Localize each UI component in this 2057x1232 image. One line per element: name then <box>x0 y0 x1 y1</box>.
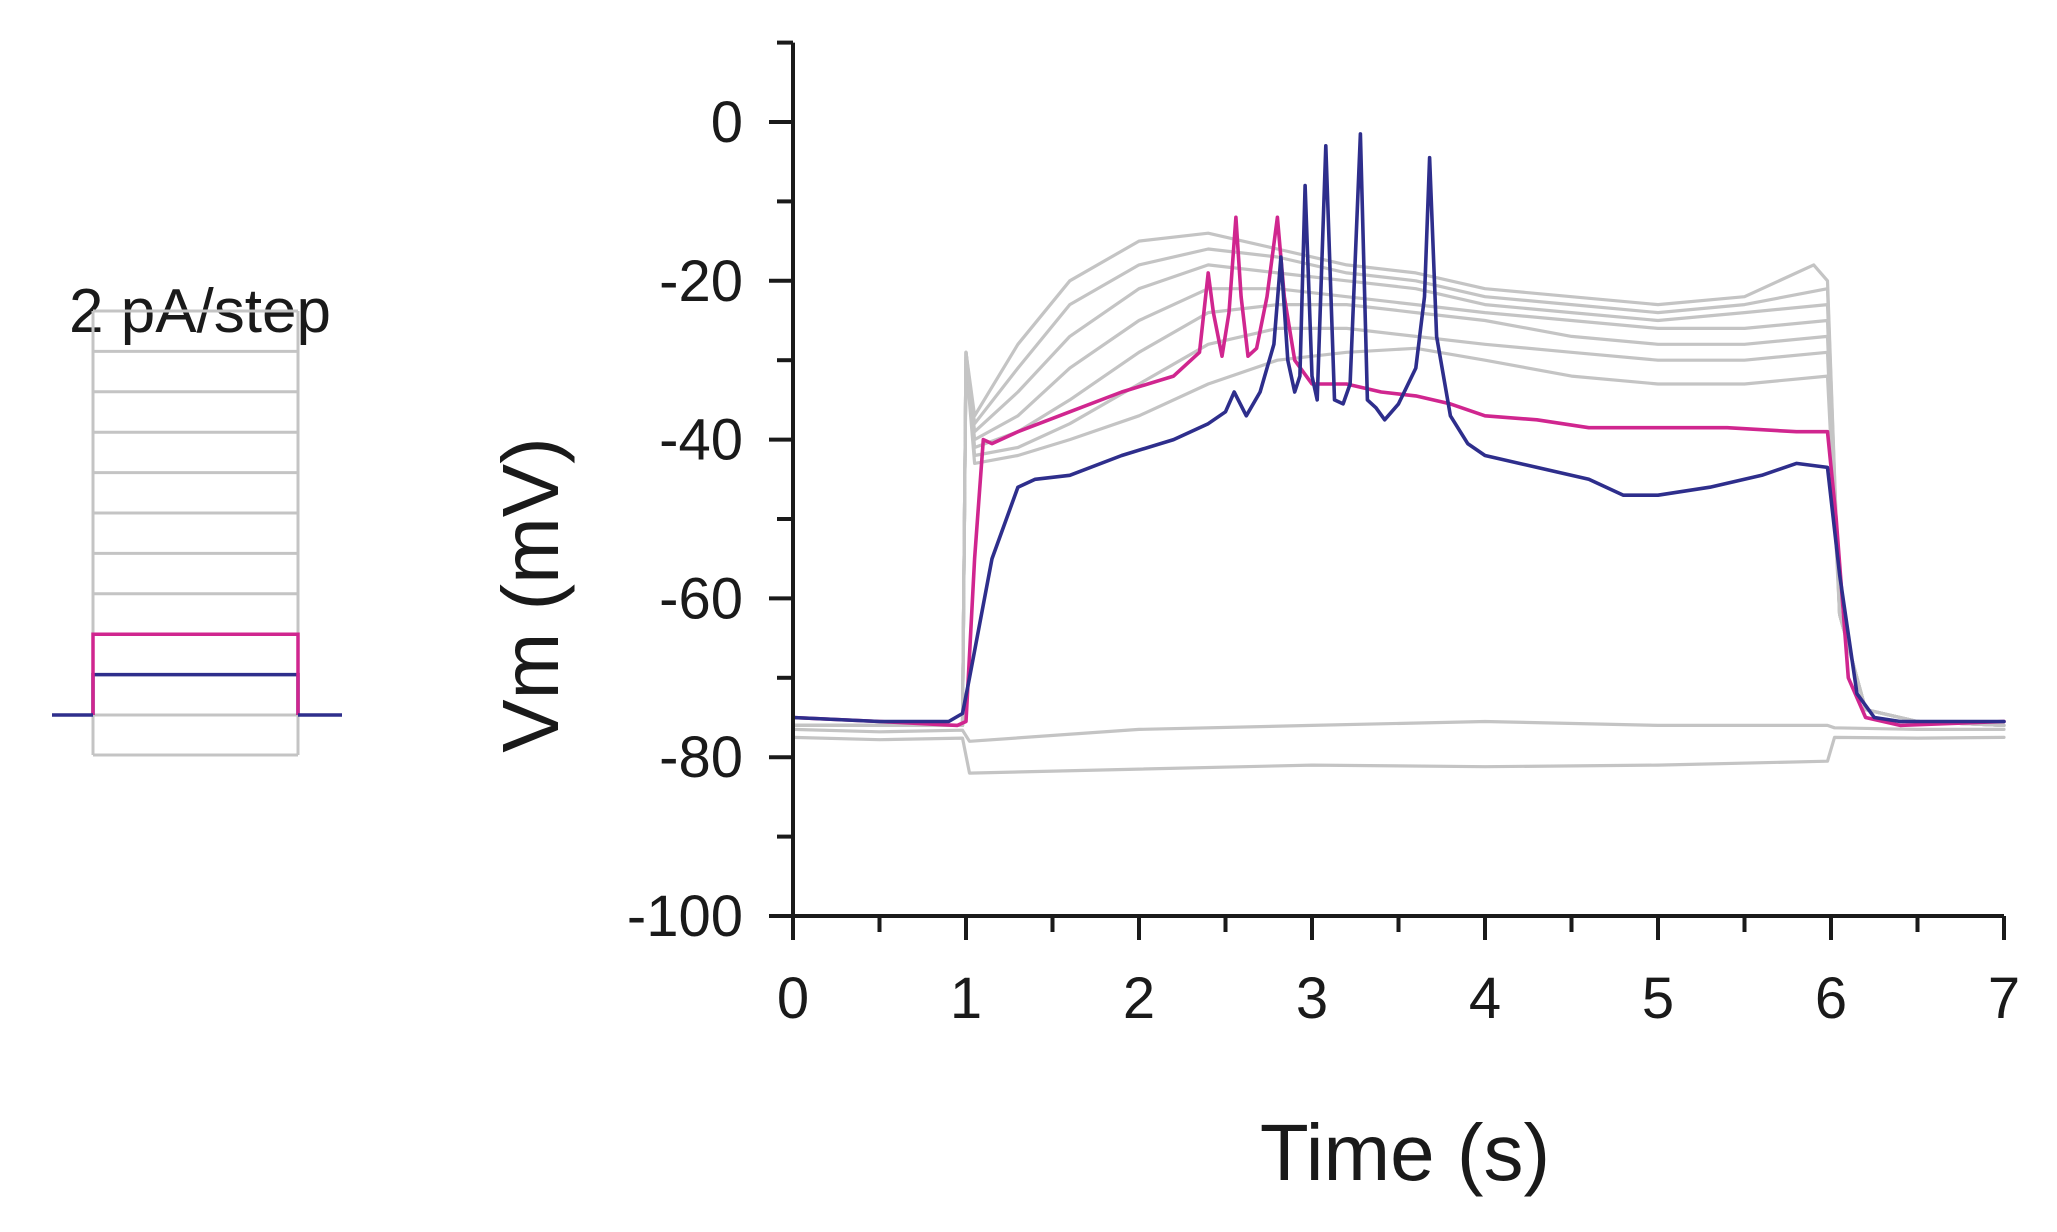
x-tick-label: 6 <box>1815 966 1847 1031</box>
y-tick-label: -60 <box>659 566 743 631</box>
y-axis-label: Vm (mV) <box>486 437 575 753</box>
stimulus-panel: 2 pA/step <box>52 277 342 757</box>
stim-step-2 <box>91 632 300 715</box>
x-tick-label: 7 <box>1988 966 2020 1031</box>
trace-magenta-9 <box>791 215 2006 728</box>
y-tick-label: -80 <box>659 725 743 790</box>
trace-gray-4 <box>791 303 2006 727</box>
trace-gray-3 <box>791 326 2006 727</box>
plot-area: 0 -20 -40 -60 -80 -100 0 1 2 3 4 5 6 7 Vm (mV) Time … <box>486 40 2020 1197</box>
x-tick-label: 1 <box>950 966 982 1031</box>
x-tick-label: 3 <box>1296 966 1328 1031</box>
y-axis: 0 -20 -40 -60 -80 -100 <box>627 40 795 949</box>
stimulus-gray-steps <box>91 309 300 757</box>
traces <box>791 132 2006 775</box>
x-tick-label: 5 <box>1642 966 1674 1031</box>
y-tick-label: -20 <box>659 249 743 314</box>
trace-gray-0 <box>791 735 2006 775</box>
x-tick-label: 4 <box>1469 966 1501 1031</box>
trace-gray-1 <box>791 719 2006 743</box>
x-tick-label: 2 <box>1123 966 1155 1031</box>
y-tick-label: -100 <box>627 884 743 949</box>
x-axis: 0 1 2 3 4 5 6 7 <box>777 914 2020 1031</box>
trace-navy-10 <box>791 132 2006 724</box>
stimulus-highlight-steps <box>52 632 342 717</box>
y-tick-label: 0 <box>711 90 743 155</box>
y-tick-label: -40 <box>659 408 743 473</box>
x-tick-label: 0 <box>777 966 809 1031</box>
stim-step-1 <box>91 672 300 715</box>
x-axis-label: Time (s) <box>1260 1108 1550 1197</box>
